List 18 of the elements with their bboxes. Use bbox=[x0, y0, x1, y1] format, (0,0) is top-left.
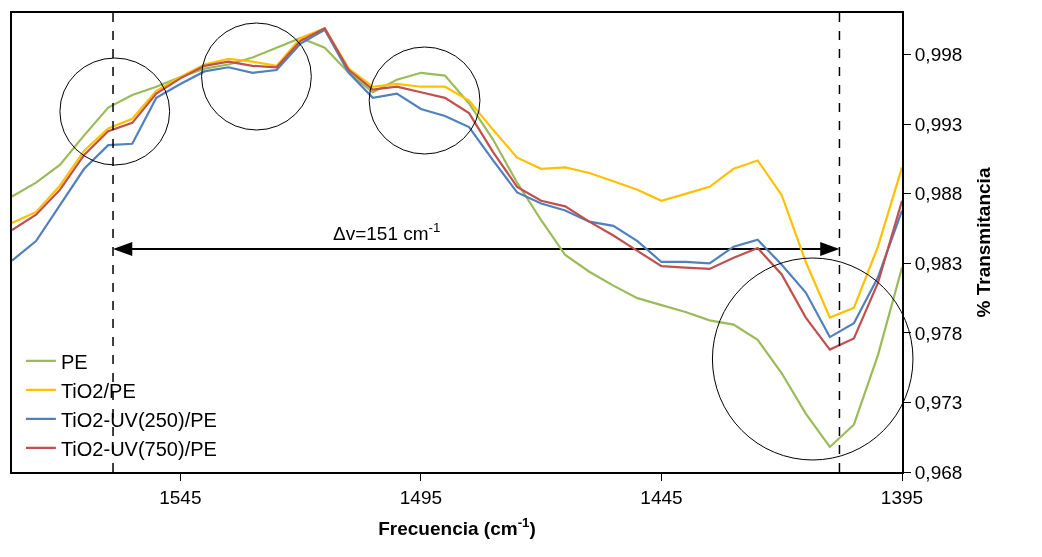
x-tick-label: 1445 bbox=[640, 486, 683, 508]
y-tick-label: 0,978 bbox=[914, 322, 963, 344]
legend-label: TiO2/PE bbox=[60, 379, 136, 402]
x-tick-label: 1495 bbox=[399, 486, 443, 508]
y-tick-label: 0,968 bbox=[914, 461, 963, 483]
x-tick-label: 1545 bbox=[159, 486, 202, 508]
y-axis-title: % Transmitancia bbox=[972, 167, 994, 318]
legend-label: TiO2-UV(750)/PE bbox=[60, 437, 217, 460]
x-tick-label: 1395 bbox=[880, 486, 924, 508]
y-tick-label: 0,993 bbox=[914, 113, 963, 135]
y-tick-label: 0,998 bbox=[914, 44, 963, 66]
x-axis-title: Frecuencia (cm$^{-1}$) bbox=[378, 515, 536, 540]
legend-label: TiO2-UV(250)/PE bbox=[60, 408, 217, 431]
y-tick-label: 0,983 bbox=[914, 253, 963, 275]
y-tick-label: 0,973 bbox=[914, 392, 963, 414]
annotation: Δv=151 cm$^{-1}$ bbox=[333, 220, 441, 244]
y-tick-label: 0,988 bbox=[914, 183, 963, 205]
legend-label: PE bbox=[60, 350, 88, 373]
